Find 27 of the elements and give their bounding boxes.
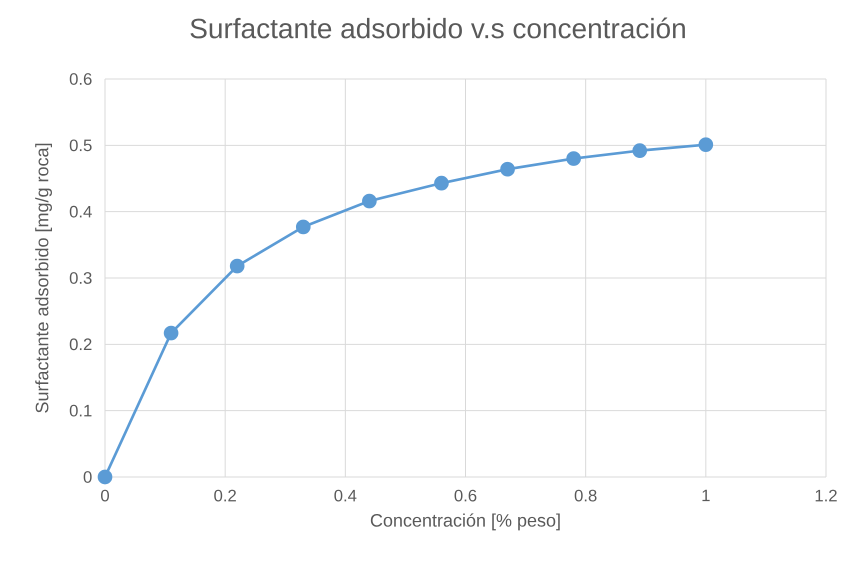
point bbox=[296, 220, 311, 234]
y-tick-label: 0.1 bbox=[70, 404, 92, 417]
x-tick-label: 1 bbox=[702, 490, 710, 502]
x-tick-label: 0.4 bbox=[334, 490, 356, 502]
point bbox=[566, 151, 581, 166]
y-axis-title: Surfactante adsorbido [mg/g roca] bbox=[35, 144, 52, 413]
x-tick-label: 0 bbox=[101, 490, 109, 502]
y-tick-label: 0.2 bbox=[70, 338, 92, 350]
x-tick-label: 0.8 bbox=[574, 490, 597, 502]
point bbox=[362, 194, 377, 208]
point bbox=[500, 162, 515, 177]
y-tick-label: 0.6 bbox=[70, 73, 92, 85]
point bbox=[632, 143, 648, 158]
point bbox=[230, 258, 245, 274]
point bbox=[98, 470, 112, 484]
x-tick-label: 0.6 bbox=[454, 490, 476, 502]
x-tick-label: 1.2 bbox=[816, 490, 837, 502]
x-tick-label: 0.2 bbox=[214, 490, 236, 502]
point bbox=[434, 176, 449, 190]
point bbox=[164, 326, 178, 340]
x-axis-title: Concentración [% peso] bbox=[370, 513, 560, 530]
point bbox=[698, 137, 714, 152]
chart-title: Surfactante adsorbido v.s concentración bbox=[190, 18, 685, 38]
y-tick-label: 0.4 bbox=[70, 206, 92, 218]
y-tick-label: 0.3 bbox=[70, 272, 92, 284]
y-tick-label: 0.5 bbox=[70, 139, 92, 152]
y-tick-label: 0 bbox=[84, 471, 92, 483]
